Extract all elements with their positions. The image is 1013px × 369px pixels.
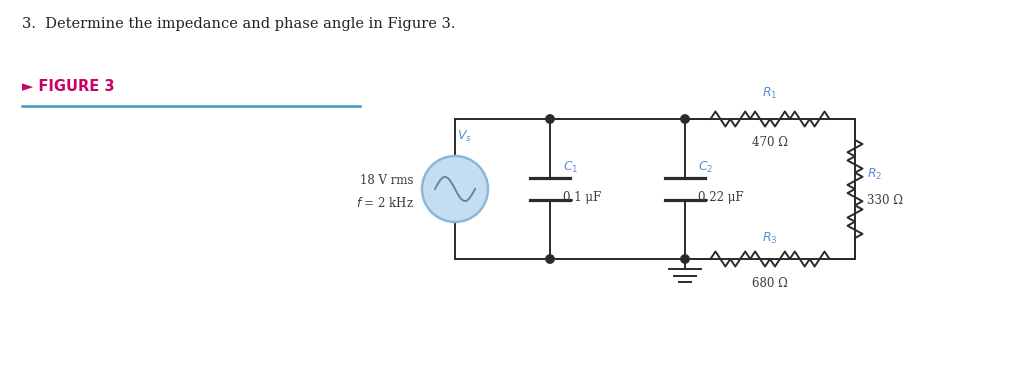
Circle shape [681, 115, 689, 123]
Text: $R_1$: $R_1$ [763, 86, 778, 101]
Text: $C_1$: $C_1$ [563, 159, 578, 175]
Text: $f$ = 2 kHz: $f$ = 2 kHz [357, 196, 414, 210]
Circle shape [546, 115, 554, 123]
Text: $R_3$: $R_3$ [762, 231, 778, 246]
Text: 680 Ω: 680 Ω [752, 277, 788, 290]
Text: 0.22 μF: 0.22 μF [698, 190, 744, 203]
Circle shape [681, 255, 689, 263]
Text: $R_2$: $R_2$ [867, 166, 882, 182]
Text: 0.1 μF: 0.1 μF [563, 190, 602, 203]
Text: 18 V rms: 18 V rms [361, 173, 414, 186]
Text: $V_s$: $V_s$ [457, 129, 472, 144]
Text: ► FIGURE 3: ► FIGURE 3 [22, 79, 114, 94]
Circle shape [546, 255, 554, 263]
Circle shape [422, 156, 488, 222]
Text: 470 Ω: 470 Ω [752, 136, 788, 149]
Text: 330 Ω: 330 Ω [867, 194, 903, 207]
Text: $C_2$: $C_2$ [698, 159, 713, 175]
Text: 3.  Determine the impedance and phase angle in Figure 3.: 3. Determine the impedance and phase ang… [22, 17, 456, 31]
